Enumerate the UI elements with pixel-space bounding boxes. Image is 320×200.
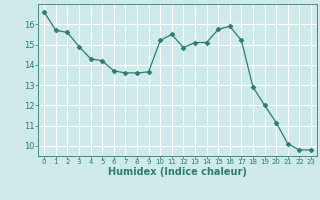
X-axis label: Humidex (Indice chaleur): Humidex (Indice chaleur) <box>108 167 247 177</box>
